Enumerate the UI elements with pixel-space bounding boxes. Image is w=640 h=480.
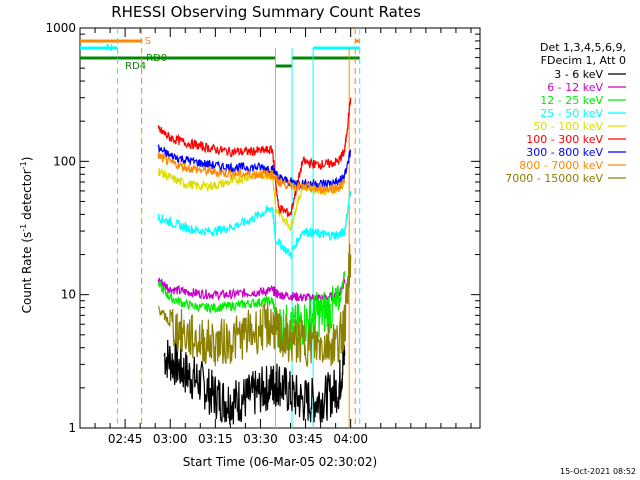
- x-axis-label: Start Time (06-Mar-05 02:30:02): [183, 455, 377, 469]
- legend-label: 12 - 25 keV: [540, 94, 603, 107]
- legend-label: 25 - 50 keV: [540, 107, 603, 120]
- legend-header-line1: Det 1,3,4,5,6,9,: [540, 41, 626, 54]
- legend-header-line2: FDecim 1, Att 0: [541, 54, 626, 67]
- series-line-3: [157, 190, 352, 260]
- legend-label: 300 - 800 keV: [526, 146, 603, 159]
- y-tick-label: 1: [68, 421, 76, 435]
- timestamp: 15-Oct-2021 08:52: [560, 467, 636, 476]
- y-tick-label: 1000: [45, 21, 76, 35]
- plot-axes: 1 10 100 1000 02:45 03:00 03:15 03:30 03:45 04:00: [45, 21, 481, 446]
- x-tick-label: 04:00: [333, 432, 368, 446]
- series-group: [157, 97, 352, 425]
- series-line-7: [157, 152, 346, 195]
- y-tick-label: 10: [61, 288, 76, 302]
- x-tick-label: 03:45: [288, 432, 323, 446]
- series-line-5: [157, 97, 352, 217]
- annotation-saa: S: [145, 36, 151, 47]
- series-line-1: [157, 277, 346, 303]
- legend-label: 7000 - 15000 keV: [505, 172, 603, 185]
- annotation-rd4: RD4: [125, 61, 146, 72]
- plot-frame: [79, 27, 481, 429]
- series-line-0: [163, 339, 346, 425]
- y-tick-label: 100: [53, 154, 76, 168]
- series-line-8: [157, 243, 352, 368]
- chart-title: RHESSI Observing Summary Count Rates: [111, 3, 421, 21]
- x-tick-label: 03:30: [243, 432, 278, 446]
- x-tick-label: 03:15: [198, 432, 233, 446]
- legend-label: 3 - 6 keV: [554, 68, 603, 81]
- series-line-2: [157, 271, 346, 351]
- legend-label: 800 - 7000 keV: [519, 159, 603, 172]
- annotation-rd0: RD0: [146, 53, 167, 64]
- legend-label: 100 - 300 keV: [526, 133, 603, 146]
- legend-label: 50 - 100 keV: [533, 120, 603, 133]
- x-tick-label: 02:45: [108, 432, 143, 446]
- x-tick-label: 03:00: [153, 432, 188, 446]
- legend-label: 6 - 12 keV: [547, 81, 603, 94]
- y-axis-label: Count Rate (s-1 detector-1): [19, 157, 34, 314]
- annotation-night: N: [106, 43, 113, 54]
